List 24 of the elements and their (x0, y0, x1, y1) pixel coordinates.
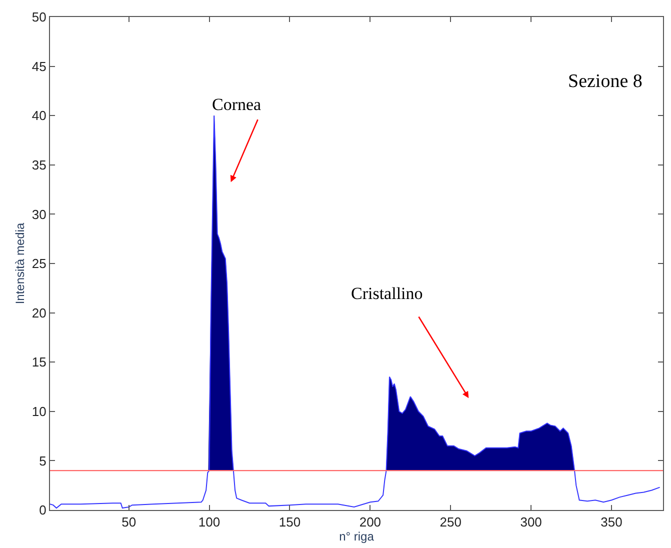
y-tick-label: 0 (39, 502, 46, 518)
y-tick-label: 15 (32, 354, 46, 370)
y-tick-label: 25 (32, 256, 46, 272)
y-tick-label: 35 (32, 157, 46, 172)
y-tick-label: 5 (39, 453, 46, 468)
x-axis-title: n° riga (339, 530, 374, 544)
annotation: Cristallino (351, 284, 423, 303)
y-tick-label: 40 (32, 108, 46, 124)
x-tick-label: 200 (359, 514, 382, 530)
x-tick-label: 300 (520, 514, 542, 530)
y-tick-label: 50 (32, 10, 46, 25)
x-tick-label: 350 (600, 514, 622, 530)
annotation: Sezione 8 (568, 71, 642, 92)
annotation: Cornea (212, 95, 262, 114)
y-tick-label: 30 (32, 206, 46, 222)
y-axis-title: Intensità media (13, 222, 28, 304)
x-tick-label: 150 (278, 514, 301, 530)
x-tick-label: 100 (198, 514, 220, 530)
y-tick-label: 45 (32, 58, 46, 74)
x-tick-label: 250 (440, 514, 462, 530)
y-tick-label: 10 (32, 404, 46, 419)
line-series (50, 115, 660, 509)
y-tick-label: 20 (32, 305, 46, 320)
x-tick-label: 50 (122, 514, 136, 530)
